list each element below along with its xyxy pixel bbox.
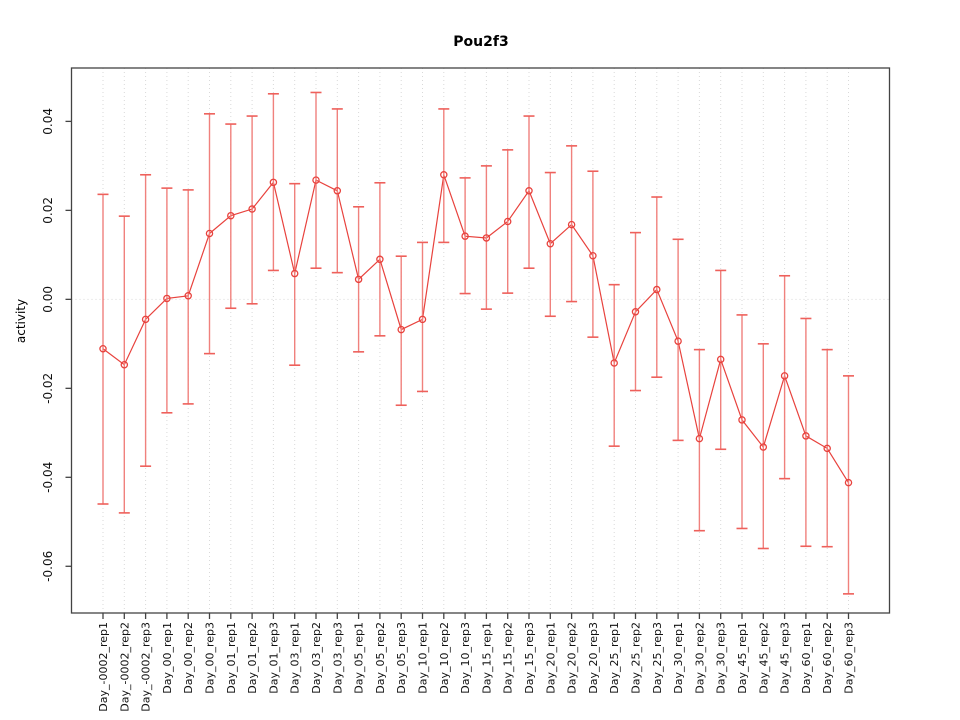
data-point	[482, 234, 491, 242]
data-point	[397, 325, 405, 334]
data-point	[589, 251, 597, 260]
x-tick-label: Day_15_rep1	[480, 622, 493, 694]
data-point	[738, 416, 746, 424]
series-line	[102, 174, 850, 483]
data-point	[227, 211, 235, 220]
x-tick-label: Day_05_rep1	[353, 622, 366, 694]
x-tick-label: Day_20_rep2	[566, 622, 579, 694]
data-point	[418, 315, 427, 324]
data-point	[99, 344, 107, 353]
x-tick-label: Day_-0002_rep1	[97, 622, 110, 712]
x-tick-label: Day_25_rep1	[608, 622, 621, 694]
plot-frame	[70, 67, 891, 614]
data-point	[141, 315, 150, 324]
x-tick-label: Day_60_rep2	[821, 622, 834, 694]
x-tick-label: Day_60_rep1	[800, 622, 813, 694]
y-tick-label: 0.04	[41, 108, 55, 135]
data-point	[440, 171, 448, 179]
x-tick-label: Day_10_rep3	[459, 622, 472, 694]
y-tick-label: 0.00	[41, 286, 55, 313]
data-point	[546, 239, 555, 248]
x-tick-label: Day_45_rep1	[736, 622, 749, 694]
data-point	[695, 434, 704, 443]
data-point	[525, 187, 533, 195]
data-point	[269, 178, 278, 187]
x-tick-label: Day_01_rep3	[267, 622, 280, 694]
x-tick-label: Day_03_rep1	[289, 622, 302, 694]
data-point	[376, 255, 384, 264]
x-tick-label: Day_03_rep2	[310, 622, 323, 694]
x-tick-label: Day_30_rep2	[693, 622, 706, 694]
x-tick-label: Day_05_rep2	[374, 622, 387, 694]
data-point	[461, 232, 469, 240]
y-tick-label: -0.06	[41, 551, 55, 582]
x-tick-label: Day_20_rep3	[587, 622, 600, 694]
x-tick-label: Day_45_rep3	[779, 622, 792, 694]
data-point	[780, 372, 789, 380]
data-point	[503, 217, 512, 226]
x-tick-label: Day_03_rep3	[331, 622, 344, 694]
data-point	[610, 359, 618, 367]
data-point	[120, 360, 129, 369]
x-tick-label: Day_05_rep3	[395, 622, 408, 694]
x-tick-label: Day_-0002_rep3	[140, 622, 153, 712]
y-tick-label: 0.02	[41, 197, 55, 224]
data-point	[653, 285, 661, 294]
data-point	[802, 432, 810, 440]
data-point	[631, 308, 640, 316]
data-point	[248, 205, 256, 213]
data-point	[567, 220, 576, 229]
x-tick-label: Day_60_rep3	[843, 622, 856, 694]
x-tick-label: Day_15_rep3	[523, 622, 536, 694]
data-point	[759, 443, 768, 451]
x-tick-label: Day_-0002_rep2	[118, 622, 131, 712]
data-point	[844, 478, 853, 487]
data-point	[163, 294, 171, 303]
y-tick-label: -0.02	[41, 373, 55, 404]
x-tick-label: Day_30_rep3	[715, 622, 728, 694]
x-tick-label: Day_00_rep1	[161, 622, 174, 694]
data-point	[716, 355, 725, 364]
x-tick-label: Day_45_rep2	[757, 622, 770, 694]
x-tick-label: Day_10_rep1	[417, 622, 430, 694]
data-point	[823, 444, 831, 453]
data-point	[333, 187, 342, 195]
x-tick-label: Day_20_rep1	[544, 622, 557, 694]
x-tick-label: Day_01_rep1	[225, 622, 238, 694]
data-point	[205, 229, 214, 238]
chart-title: Pou2f3	[453, 34, 509, 50]
x-tick-label: Day_15_rep2	[502, 622, 515, 694]
x-tick-label: Day_30_rep1	[672, 622, 685, 694]
x-tick-label: Day_00_rep2	[182, 622, 195, 694]
data-point	[354, 275, 363, 284]
data-point	[674, 337, 682, 345]
data-point	[290, 269, 299, 278]
x-tick-label: Day_00_rep3	[204, 622, 217, 694]
data-point	[312, 176, 320, 184]
x-tick-label: Day_25_rep2	[630, 622, 643, 694]
data-point	[184, 292, 192, 300]
y-tick-label: -0.04	[41, 462, 55, 493]
x-tick-label: Day_25_rep3	[651, 622, 664, 694]
x-tick-label: Day_10_rep2	[438, 622, 451, 694]
x-tick-label: Day_01_rep2	[246, 622, 259, 694]
